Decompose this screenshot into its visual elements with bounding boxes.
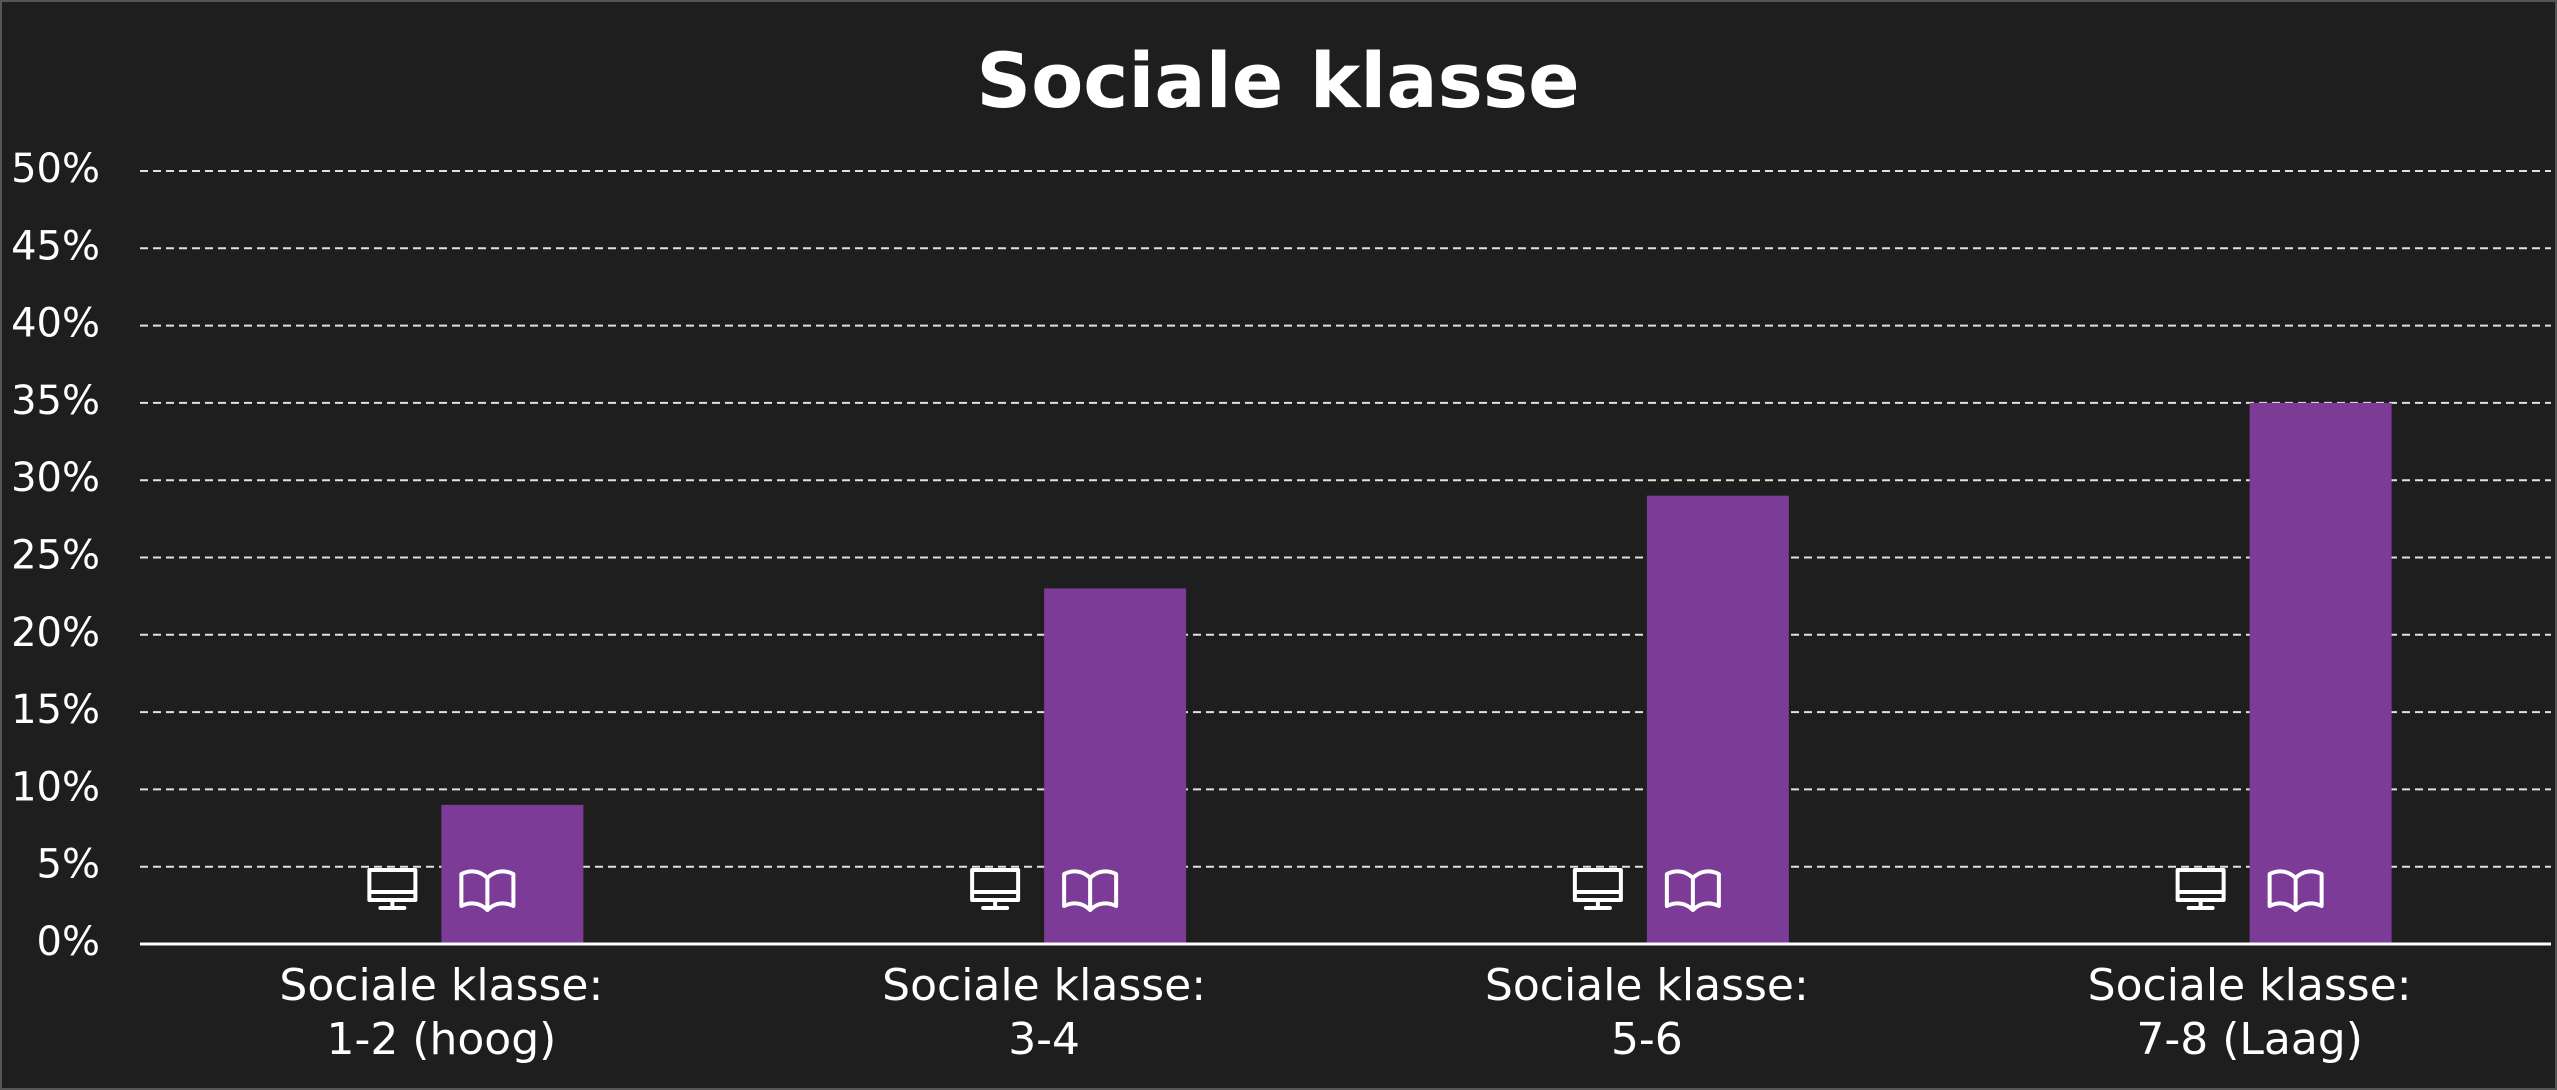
book-icon <box>459 869 516 912</box>
monitor-icon <box>367 868 418 910</box>
y-tick-label: 35% <box>11 378 100 424</box>
book-icon <box>1062 869 1119 912</box>
y-tick-label: 0% <box>37 919 100 965</box>
y-tick-label: 15% <box>11 687 100 733</box>
chart-title: Sociale klasse <box>976 36 1579 125</box>
book-icon <box>2267 869 2324 912</box>
x-tick-label: 5-6 <box>1611 1014 1683 1065</box>
x-tick-label: Sociale klasse: <box>2088 960 2412 1011</box>
book-icon <box>1664 869 1721 912</box>
monitor-icon <box>970 868 1021 910</box>
y-tick-label: 30% <box>11 455 100 501</box>
y-tick-label: 20% <box>11 610 100 656</box>
x-tick-label: 1-2 (hoog) <box>326 1014 556 1065</box>
y-tick-label: 25% <box>11 533 100 579</box>
x-tick-label: Sociale klasse: <box>1485 960 1809 1011</box>
y-tick-label: 50% <box>11 146 100 192</box>
monitor-icon <box>1572 868 1623 910</box>
x-tick-label: Sociale klasse: <box>882 960 1206 1011</box>
bar <box>1646 495 1789 944</box>
x-tick-label: 3-4 <box>1008 1014 1080 1065</box>
y-tick-label: 40% <box>11 301 100 347</box>
y-tick-label: 45% <box>11 223 100 269</box>
monitor-icon <box>2175 868 2226 910</box>
icons <box>367 868 2324 912</box>
x-tick-label: 7-8 (Laag) <box>2136 1014 2363 1065</box>
x-tick-label: Sociale klasse: <box>279 960 603 1011</box>
y-tick-label: 5% <box>37 842 100 888</box>
y-tick-label: 10% <box>11 764 100 810</box>
bar <box>2249 402 2392 944</box>
